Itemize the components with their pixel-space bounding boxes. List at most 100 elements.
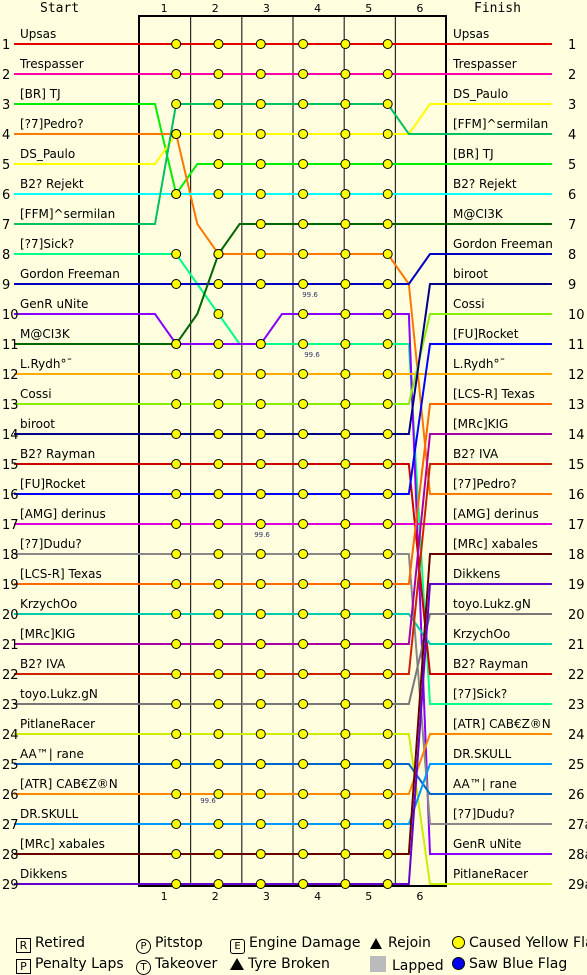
yellow-flag-marker bbox=[340, 159, 351, 169]
yellow-flag-marker bbox=[213, 129, 224, 139]
yellow-flag-marker bbox=[171, 39, 182, 49]
yellow-flag-marker bbox=[213, 639, 224, 649]
legend-pitstop-label: Pitstop bbox=[155, 935, 203, 951]
start-position-number: 1 bbox=[2, 38, 10, 53]
yellow-flag-marker bbox=[382, 789, 393, 799]
yellow-flag-marker bbox=[298, 39, 309, 49]
yellow-flag-marker bbox=[213, 399, 224, 409]
yellow-flag-marker bbox=[171, 789, 182, 799]
start-driver-label: [AMG] derinus bbox=[20, 507, 106, 521]
yellow-flag-marker bbox=[255, 789, 266, 799]
yellow-flag-marker bbox=[382, 399, 393, 409]
yellow-flag-marker bbox=[213, 789, 224, 799]
start-driver-label: [BR] TJ bbox=[20, 87, 61, 101]
yellow-flag-marker bbox=[298, 399, 309, 409]
finish-driver-label: biroot bbox=[453, 267, 488, 281]
yellow-flag-marker bbox=[298, 279, 309, 289]
finish-driver-label: Gordon Freeman bbox=[453, 237, 553, 251]
yellow-flag-marker bbox=[171, 459, 182, 469]
start-driver-label: B2? Rayman bbox=[20, 447, 95, 461]
yellow-flag-marker bbox=[340, 819, 351, 829]
yellow-flag-marker bbox=[213, 759, 224, 769]
finish-position-number: 11 bbox=[568, 338, 585, 353]
yellow-flag-marker bbox=[298, 489, 309, 499]
legend-retired-label: Retired bbox=[35, 935, 86, 951]
finish-position-number: 23 bbox=[568, 698, 585, 713]
yellow-flag-marker bbox=[382, 549, 393, 559]
start-position-number: 26 bbox=[2, 788, 19, 803]
yellow-flag-marker bbox=[171, 399, 182, 409]
start-driver-label: Upsas bbox=[20, 27, 56, 41]
start-position-number: 12 bbox=[2, 368, 19, 383]
finish-driver-label: [MRc] xabales bbox=[453, 537, 538, 551]
finish-position-number: 5 bbox=[568, 158, 576, 173]
yellow-flag-marker bbox=[255, 249, 266, 259]
yellow-flag-marker bbox=[171, 759, 182, 769]
yellow-flag-marker bbox=[340, 549, 351, 559]
blue-flag-icon bbox=[452, 957, 465, 970]
start-position-number: 23 bbox=[2, 698, 19, 713]
start-position-number: 18 bbox=[2, 548, 19, 563]
finish-position-number: 21 bbox=[568, 638, 585, 653]
yellow-flag-marker bbox=[255, 849, 266, 859]
yellow-flag-marker bbox=[340, 99, 351, 109]
yellow-flag-marker bbox=[213, 369, 224, 379]
start-position-number: 19 bbox=[2, 578, 19, 593]
start-position-number: 27 bbox=[2, 818, 19, 833]
finish-position-number: 22 bbox=[568, 668, 585, 683]
finish-driver-label: GenR uNite bbox=[453, 837, 521, 851]
legend-yellow-label: Caused Yellow Flag bbox=[469, 935, 587, 951]
finish-driver-label: DR.SKULL bbox=[453, 747, 512, 761]
yellow-flag-marker bbox=[255, 489, 266, 499]
yellow-flag-marker bbox=[213, 579, 224, 589]
legend-lapped-label: Lapped bbox=[392, 958, 444, 974]
yellow-flag-marker bbox=[255, 819, 266, 829]
start-driver-label: [?7]Pedro? bbox=[20, 117, 84, 131]
start-position-number: 17 bbox=[2, 518, 19, 533]
start-position-number: 2 bbox=[2, 68, 10, 83]
yellow-flag-marker bbox=[382, 729, 393, 739]
lapped-icon bbox=[370, 956, 386, 972]
series-markers bbox=[171, 39, 393, 889]
yellow-flag-marker bbox=[298, 819, 309, 829]
start-position-number: 8 bbox=[2, 248, 10, 263]
yellow-flag-marker bbox=[213, 729, 224, 739]
yellow-flag-marker bbox=[340, 459, 351, 469]
lap-tick-bottom: 3 bbox=[263, 890, 270, 903]
yellow-flag-marker bbox=[213, 249, 224, 259]
yellow-flag-marker bbox=[255, 189, 266, 199]
yellow-flag-marker bbox=[255, 519, 266, 529]
yellow-flag-marker bbox=[171, 489, 182, 499]
start-driver-label: M@CI3K bbox=[20, 327, 71, 341]
yellow-flag-marker bbox=[382, 429, 393, 439]
yellow-flag-marker bbox=[298, 339, 309, 349]
legend-pitstop: P Pitstop bbox=[136, 935, 203, 954]
yellow-flag-marker bbox=[213, 459, 224, 469]
annotation-label: 99.6 bbox=[302, 291, 318, 299]
start-driver-label: [LCS-R] Texas bbox=[20, 567, 102, 581]
yellow-flag-marker bbox=[213, 279, 224, 289]
finish-driver-label: [ATR] CAB€Z®N bbox=[453, 717, 551, 731]
yellow-flag-marker bbox=[213, 519, 224, 529]
series-line bbox=[14, 103, 552, 197]
legend-takeover: T Takeover bbox=[136, 956, 217, 975]
start-driver-label: B2? Rejekt bbox=[20, 177, 84, 191]
finish-position-number: 16 bbox=[568, 488, 585, 503]
finish-position-number: 6 bbox=[568, 188, 576, 203]
yellow-flag-marker bbox=[171, 249, 182, 259]
pitstop-icon: P bbox=[136, 939, 151, 954]
legend-engine-label: Engine Damage bbox=[249, 935, 361, 951]
start-driver-label: PitlaneRacer bbox=[20, 717, 95, 731]
engine-icon: E bbox=[230, 939, 245, 954]
yellow-flag-marker bbox=[382, 189, 393, 199]
yellow-flag-marker bbox=[255, 879, 266, 889]
finish-driver-label: [FFM]^sermilan bbox=[453, 117, 548, 131]
finish-driver-label: B2? Rayman bbox=[453, 657, 528, 671]
yellow-flag-marker bbox=[213, 429, 224, 439]
finish-position-number: 10 bbox=[568, 308, 585, 323]
lap-tick-top: 1 bbox=[161, 2, 168, 15]
yellow-flag-marker bbox=[298, 549, 309, 559]
finish-driver-label: [?7]Pedro? bbox=[453, 477, 517, 491]
start-position-number: 29 bbox=[2, 878, 19, 893]
yellow-flag-marker bbox=[213, 699, 224, 709]
